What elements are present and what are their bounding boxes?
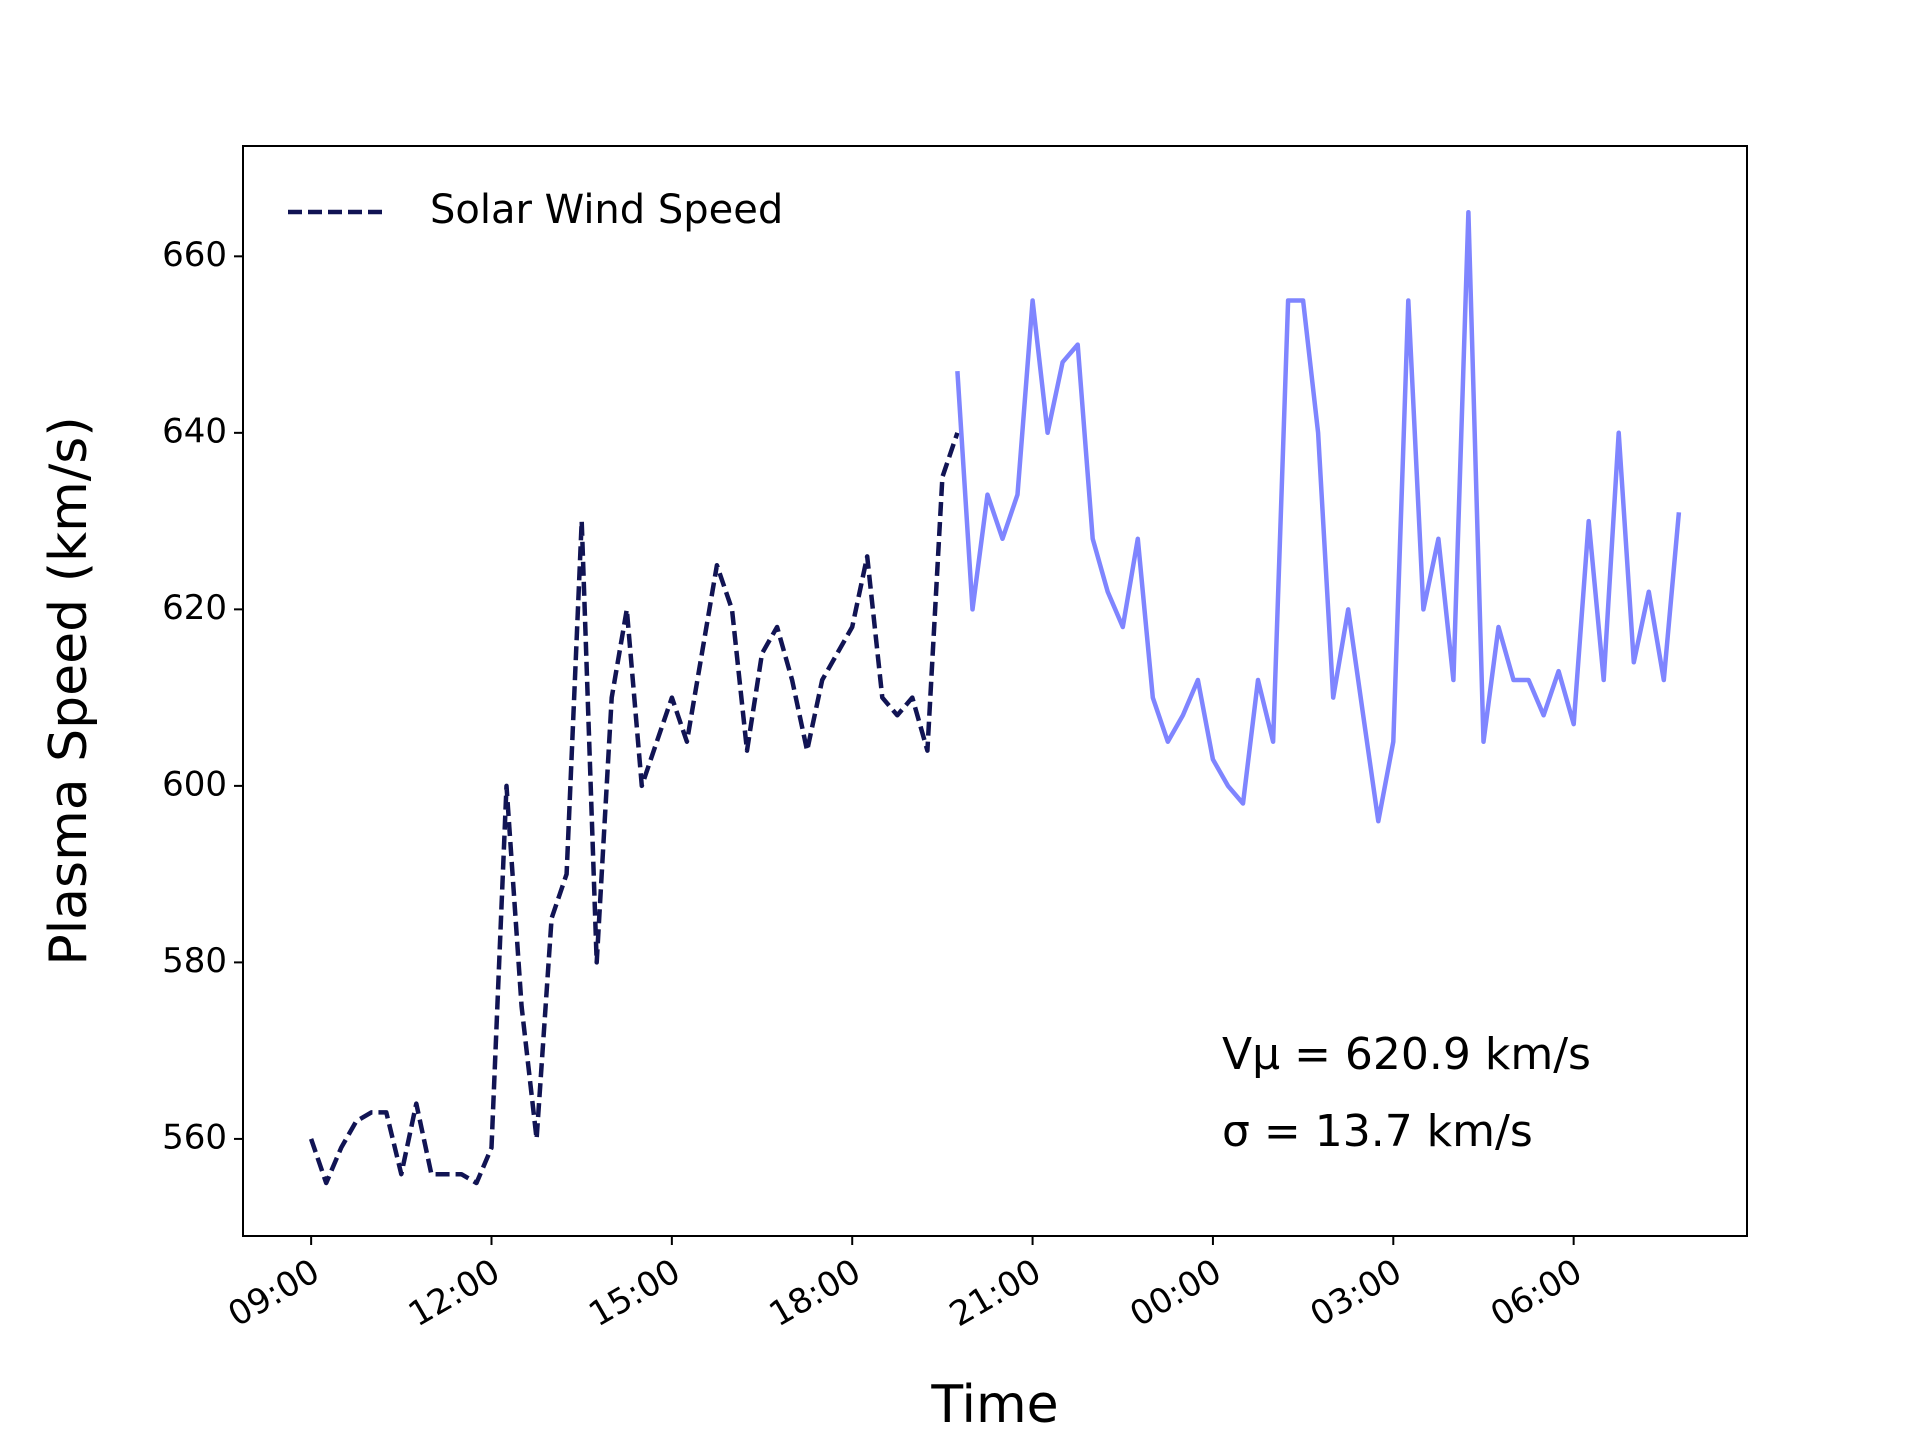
y-axis-label: Plasma Speed (km/s) bbox=[39, 416, 99, 965]
y-tick-label: 660 bbox=[162, 235, 227, 275]
annotation: Vμ = 620.9 km/s bbox=[1222, 1029, 1591, 1080]
y-tick-label: 580 bbox=[162, 941, 227, 981]
y-tick-label: 560 bbox=[162, 1117, 227, 1157]
x-axis-label: Time bbox=[930, 1375, 1058, 1435]
x-tick-label: 09:00 bbox=[222, 1251, 327, 1335]
series-line bbox=[308, 432, 960, 1186]
y-tick-label: 640 bbox=[162, 411, 227, 451]
legend-label: Solar Wind Speed bbox=[430, 187, 783, 233]
x-tick-label: 15:00 bbox=[582, 1251, 687, 1335]
y-tick-label: 620 bbox=[162, 588, 227, 628]
x-tick-label: 18:00 bbox=[763, 1251, 868, 1335]
x-tick-label: 06:00 bbox=[1484, 1251, 1589, 1335]
x-tick-label: 21:00 bbox=[943, 1251, 1048, 1335]
x-tick-label: 00:00 bbox=[1123, 1251, 1228, 1335]
x-tick-label: 03:00 bbox=[1304, 1251, 1409, 1335]
plot-frame bbox=[242, 145, 1748, 1237]
x-tick-label: 12:00 bbox=[402, 1251, 507, 1335]
annotation: σ = 13.7 km/s bbox=[1222, 1106, 1533, 1157]
series-line bbox=[955, 209, 1682, 824]
y-tick-label: 600 bbox=[162, 764, 227, 804]
